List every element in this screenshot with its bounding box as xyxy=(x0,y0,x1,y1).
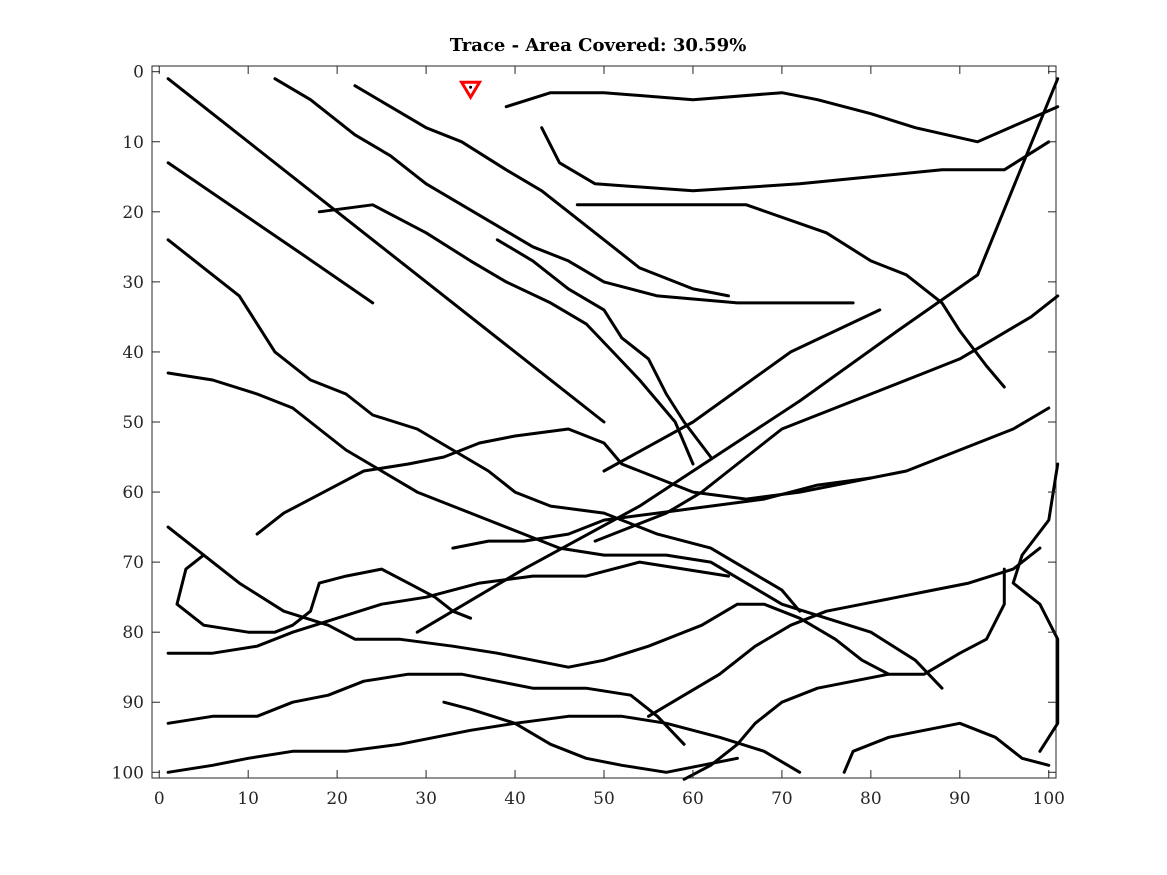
y-tick-label: 80 xyxy=(122,623,144,643)
trace-segment-6 xyxy=(353,84,730,298)
trace-segment-9 xyxy=(504,91,1060,144)
trace-segment-10 xyxy=(575,203,1006,389)
trace-segment-13 xyxy=(317,203,695,466)
trace-segment-22 xyxy=(682,567,1006,781)
trace-segment-8 xyxy=(540,126,1051,193)
trace-segment-21 xyxy=(593,294,1060,543)
y-tick-label: 60 xyxy=(122,483,144,503)
y-tick-label: 100 xyxy=(112,763,144,783)
trace-segment-18 xyxy=(166,714,802,774)
plot-area xyxy=(151,65,1060,781)
trace-segment-5 xyxy=(273,77,855,305)
trace-segment-1 xyxy=(166,77,606,424)
trace-segment-4 xyxy=(415,77,1060,634)
trace-segment-16 xyxy=(166,560,730,655)
trace-segment-26 xyxy=(442,700,739,774)
x-tick-label: 70 xyxy=(771,789,793,809)
x-axis: 0 10 20 30 40 50 60 70 80 90 100 xyxy=(154,66,1065,809)
y-tick-label: 90 xyxy=(122,693,144,713)
start-marker xyxy=(458,80,483,101)
x-tick-label: 80 xyxy=(860,789,882,809)
y-tick-label: 20 xyxy=(122,203,144,223)
x-tick-label: 60 xyxy=(682,789,704,809)
trace-segment-7 xyxy=(495,238,713,459)
chart-title: Trace - Area Covered: 30.59% xyxy=(450,35,747,56)
trace-segment-19 xyxy=(255,406,1051,536)
marker-layer xyxy=(458,80,483,101)
x-tick-label: 100 xyxy=(1033,789,1065,809)
start-marker-dot xyxy=(469,85,473,89)
x-tick-label: 20 xyxy=(326,789,348,809)
trace-segment-24 xyxy=(1011,462,1060,753)
y-tick-label: 30 xyxy=(122,273,144,293)
trace-segment-12 xyxy=(166,371,944,690)
x-tick-label: 10 xyxy=(237,789,259,809)
x-tick-label: 0 xyxy=(154,789,165,809)
y-tick-label: 50 xyxy=(122,413,144,433)
trace-segment-3 xyxy=(602,308,882,473)
trace-segment-25 xyxy=(647,546,1042,718)
y-tick-label: 40 xyxy=(122,343,144,363)
y-tick-label: 10 xyxy=(122,133,144,153)
trace-segment-2 xyxy=(166,161,375,305)
series-layer xyxy=(166,77,1060,781)
trace-segment-11 xyxy=(166,238,802,613)
trace-segment-23 xyxy=(842,721,1051,774)
y-tick-label: 0 xyxy=(133,63,144,83)
trace-segment-20 xyxy=(451,476,873,550)
trace-segment-15 xyxy=(175,553,473,634)
x-tick-label: 50 xyxy=(593,789,615,809)
y-axis: 0 10 20 30 40 50 60 70 80 90 100 xyxy=(112,63,1056,783)
x-tick-label: 90 xyxy=(949,789,971,809)
trace-segment-17 xyxy=(166,672,686,746)
x-tick-label: 40 xyxy=(504,789,526,809)
y-tick-label: 70 xyxy=(122,553,144,573)
x-tick-label: 30 xyxy=(415,789,437,809)
trace-segment-14 xyxy=(166,525,891,676)
